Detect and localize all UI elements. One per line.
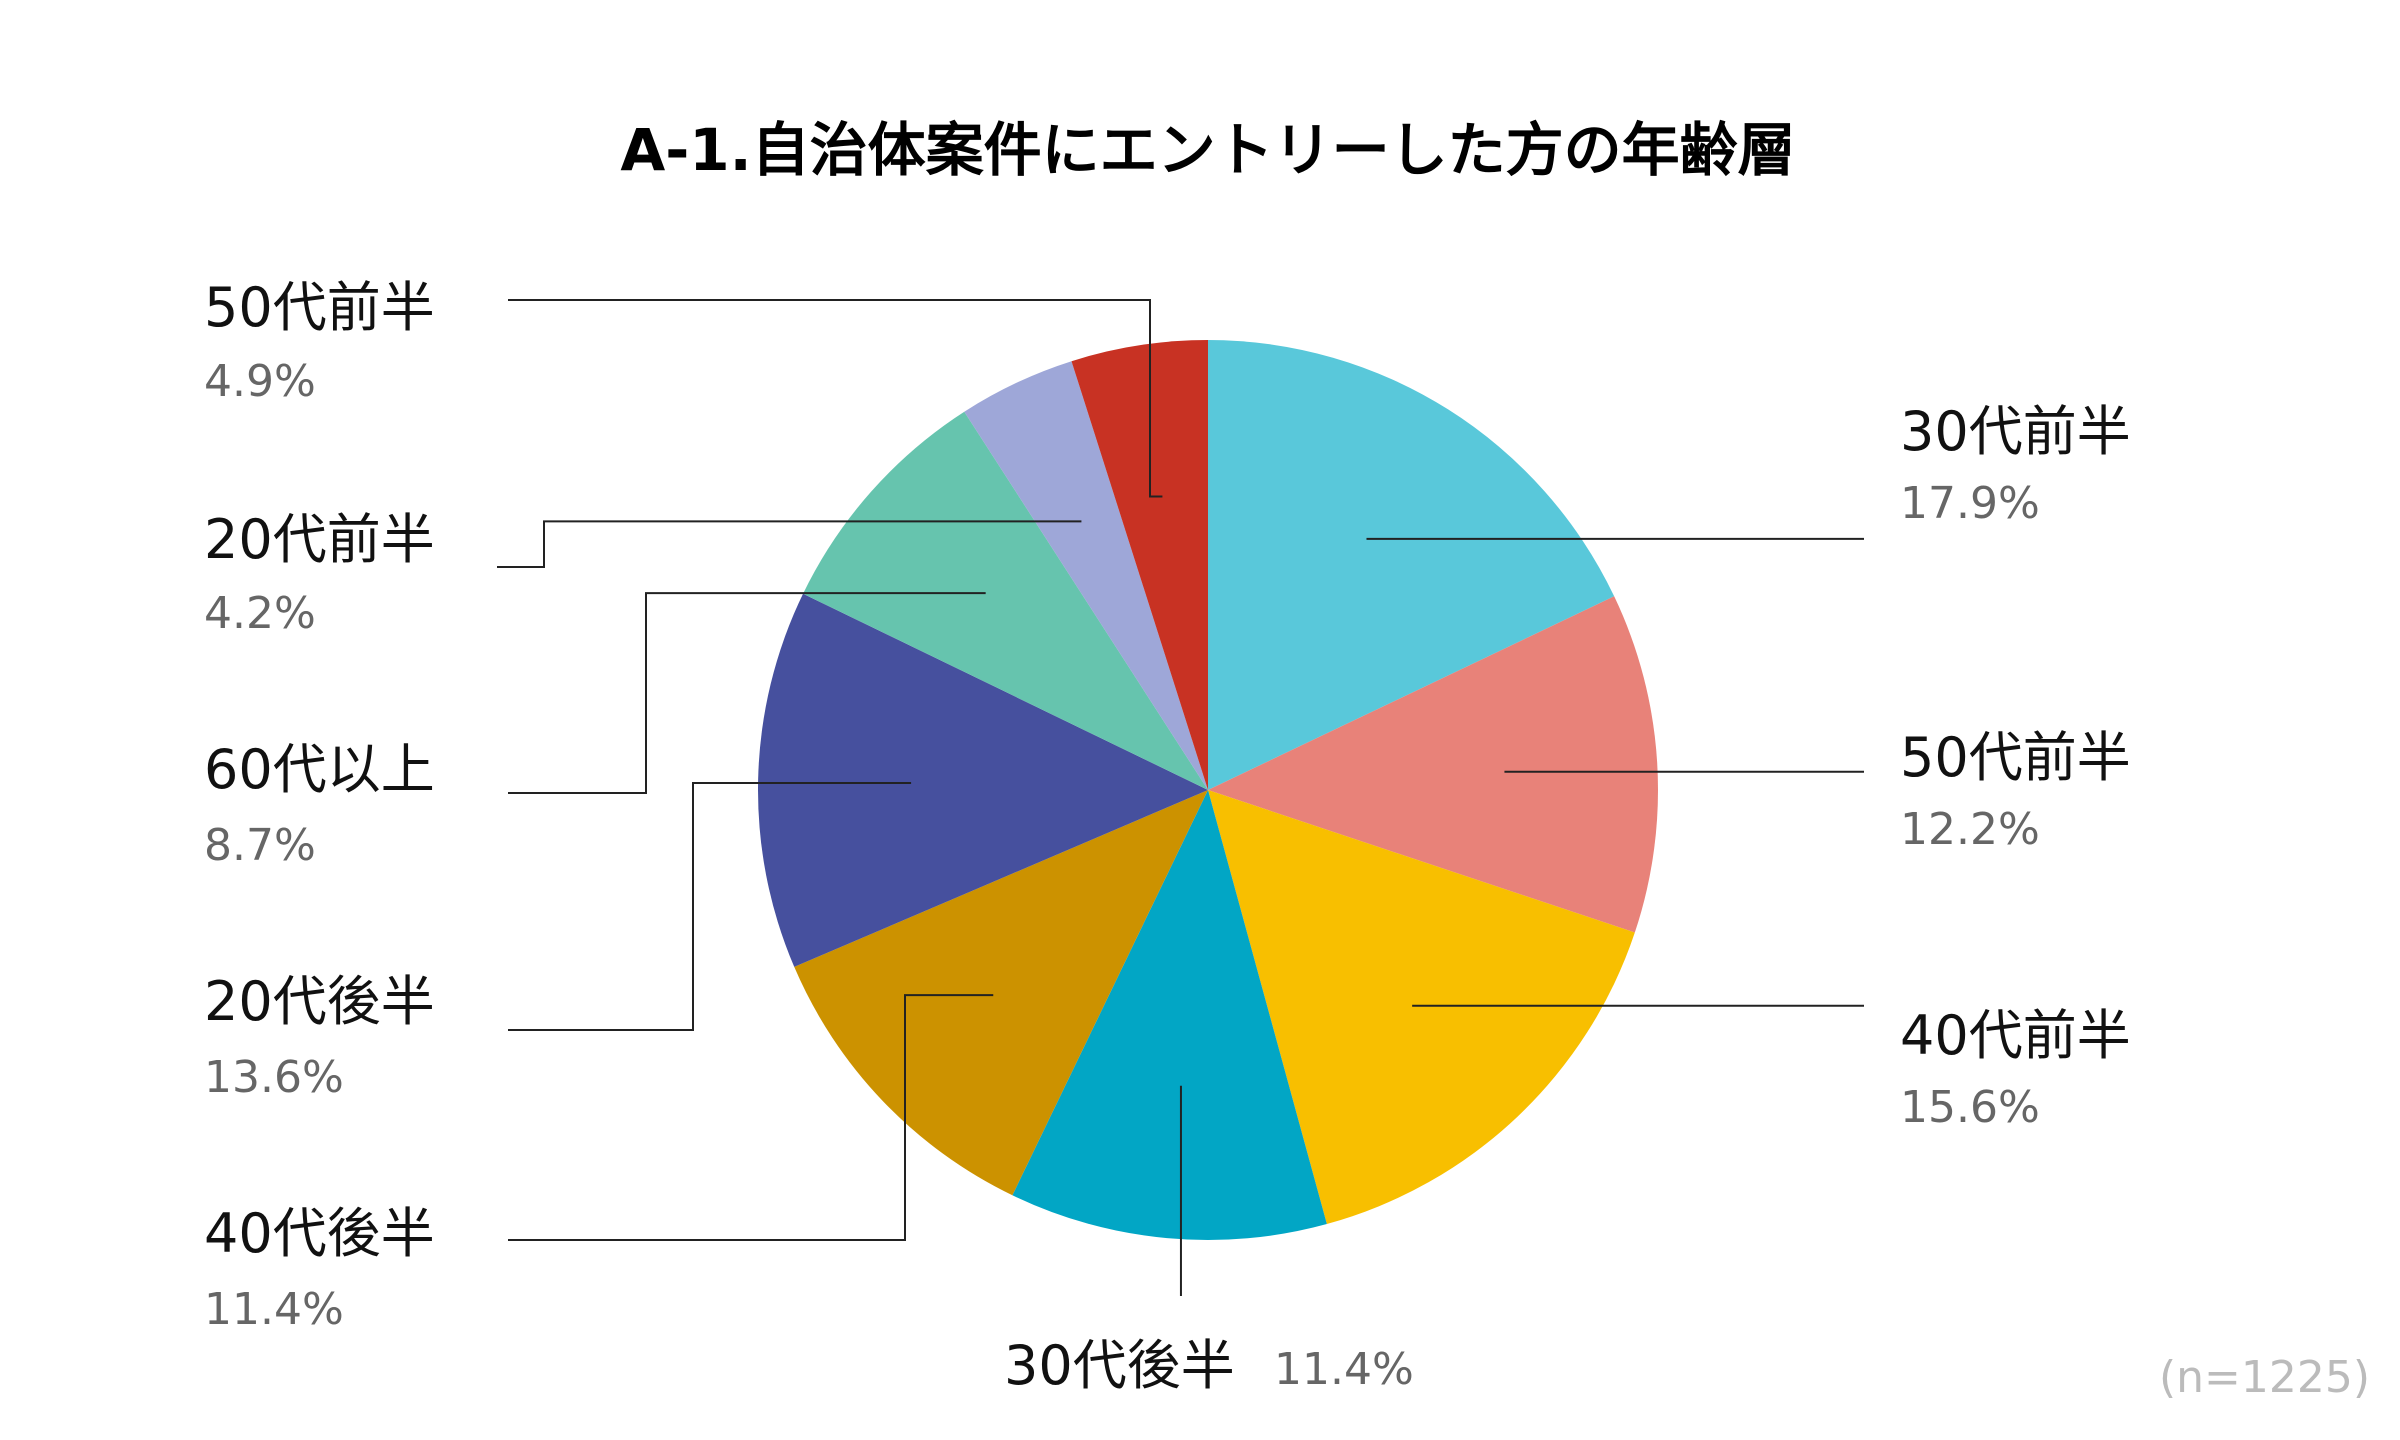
slice-label-9: 50代前半 [204, 276, 435, 339]
pie-slice-9 [1071, 340, 1208, 790]
pie-slice-2 [1208, 596, 1659, 933]
slice-value-label-7: 8.7% [204, 820, 316, 871]
slice-label-3: 40代前半 [1900, 1004, 2131, 1067]
slice-label-2: 50代前半 [1900, 726, 2131, 789]
slice-label-1: 30代前半 [1900, 400, 2131, 463]
leader-lines [497, 299, 1864, 1296]
pie-slice-8 [964, 361, 1208, 790]
slice-label-4: 30代後半 [1004, 1334, 1235, 1397]
pie-slice-6 [758, 593, 1208, 967]
pie-slice-5 [794, 790, 1208, 1196]
slice-value-label-6: 13.6% [204, 1052, 344, 1103]
slice-labels: 30代前半 17.9% 50代前半 12.2% 40代前半 15.6% 30代後半 11.4%… [204, 276, 2131, 1397]
slice-label-8: 20代前半 [204, 508, 435, 571]
slice-value-label-1: 17.9% [1900, 478, 2040, 529]
leader-line-5 [508, 994, 994, 1241]
leader-line-7 [508, 592, 986, 794]
leader-line-8 [497, 520, 1082, 568]
slice-value-label-2: 12.2% [1900, 804, 2040, 855]
slice-label-7: 60代以上 [204, 738, 435, 801]
slice-label-6: 20代後半 [204, 970, 435, 1033]
slice-label-5: 40代後半 [204, 1202, 435, 1265]
slice-value-label-8: 4.2% [204, 588, 316, 639]
chart-title: A-1.自治体案件にエントリーした方の年齢層 [620, 116, 1795, 184]
pie-slice-3 [1208, 790, 1635, 1225]
pie-slice-4 [1012, 790, 1327, 1240]
leader-line-6 [508, 781, 912, 1031]
slice-value-label-9: 4.9% [204, 356, 316, 407]
slice-value-label-3: 15.6% [1900, 1082, 2040, 1133]
slice-value-label-4: 11.4% [1274, 1344, 1414, 1395]
pie-slice-1 [1208, 340, 1615, 790]
pie-slice-7 [803, 411, 1208, 790]
sample-size-note: (n=1225) [2159, 1352, 2370, 1403]
slice-value-label-5: 11.4% [204, 1284, 344, 1335]
pie-slices [758, 340, 1659, 1240]
leader-line-9 [508, 299, 1163, 498]
